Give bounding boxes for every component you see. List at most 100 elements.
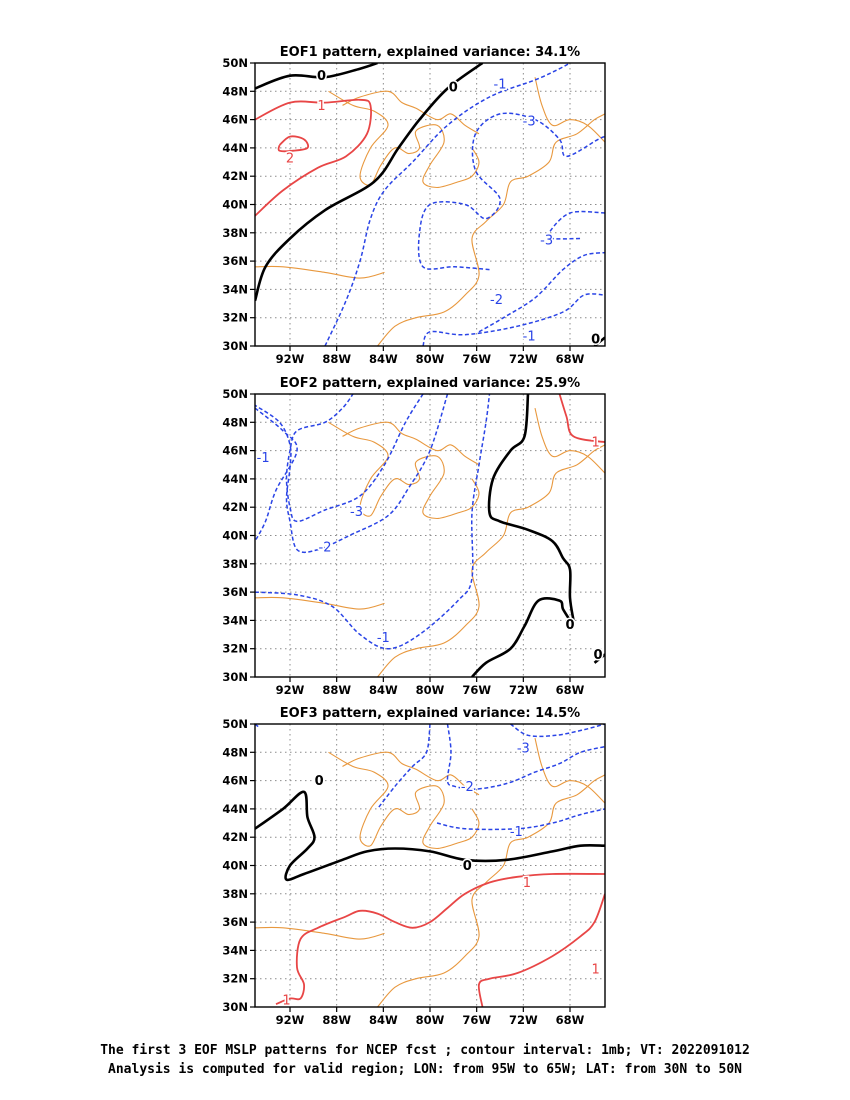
- lon-tick-label: 76W: [462, 1013, 491, 1027]
- contour-label: 1: [592, 436, 600, 451]
- contours: [255, 63, 605, 346]
- lat-tick-label: 46N: [222, 113, 248, 127]
- negative-contour: [446, 724, 605, 790]
- contour-label: 0: [591, 332, 600, 347]
- panel-title: EOF1 pattern, explained variance: 34.1%: [280, 45, 580, 60]
- zero-contour: [471, 597, 572, 677]
- lat-tick-label: 50N: [222, 56, 248, 70]
- lat-tick-label: 38N: [222, 557, 248, 571]
- coastline: [255, 926, 385, 940]
- lat-tick-label: 34N: [222, 613, 248, 627]
- contour-label: 1: [317, 99, 325, 114]
- coastline: [328, 421, 480, 520]
- lat-tick-label: 46N: [222, 444, 248, 458]
- negative-contour: [376, 724, 431, 810]
- contour-label: -1: [510, 825, 523, 840]
- lat-tick-label: 40N: [222, 859, 248, 873]
- lat-tick-label: 34N: [222, 943, 248, 957]
- eof1-panel: EOF1 pattern, explained variance: 34.1% 0…: [222, 45, 606, 366]
- lat-tick-label: 48N: [222, 84, 248, 98]
- lon-tick-label: 80W: [416, 352, 445, 366]
- contour-label: -1: [257, 451, 270, 466]
- panel-title: EOF2 pattern, explained variance: 25.9%: [280, 376, 580, 391]
- lat-tick-label: 44N: [222, 141, 248, 155]
- contour-label: 0: [315, 774, 324, 789]
- lat-tick-label: 36N: [222, 585, 248, 599]
- contour-label: 1: [523, 876, 531, 891]
- lat-tick-label: 42N: [222, 500, 248, 514]
- negative-contour: [546, 210, 605, 240]
- coastline: [342, 751, 480, 796]
- caption-line-2: Analysis is computed for valid region; L…: [108, 1062, 742, 1077]
- negative-contour: [255, 394, 449, 554]
- lon-tick-label: 68W: [556, 1013, 585, 1027]
- negative-contour: [324, 63, 571, 346]
- contour-label: 2: [286, 151, 294, 166]
- zero-contour: [255, 63, 484, 302]
- lon-tick-label: 88W: [322, 352, 351, 366]
- coastline: [534, 737, 605, 804]
- lon-tick-label: 68W: [556, 352, 585, 366]
- contours: [255, 724, 605, 1007]
- lat-tick-label: 30N: [222, 339, 248, 353]
- contour-label: -1: [494, 78, 507, 93]
- eof2-panel: EOF2 pattern, explained variance: 25.9% -…: [222, 376, 606, 697]
- zero-contour: [487, 394, 575, 621]
- contour-label: -3: [517, 742, 530, 757]
- lat-tick-label: 48N: [222, 745, 248, 759]
- coastline: [342, 90, 480, 135]
- contour-label: 0: [593, 648, 602, 663]
- coastlines: [255, 737, 605, 1007]
- negative-contour: [422, 293, 605, 346]
- lat-tick-label: 44N: [222, 472, 248, 486]
- negative-contour: [478, 251, 605, 333]
- caption-line-1: The first 3 EOF MSLP patterns for NCEP f…: [100, 1043, 750, 1058]
- lon-tick-label: 92W: [276, 352, 305, 366]
- coastline: [534, 407, 605, 474]
- contour-label: -2: [461, 780, 474, 795]
- coastline: [342, 421, 480, 466]
- contour-label: -1: [377, 631, 390, 646]
- lat-tick-label: 50N: [222, 717, 248, 731]
- contour-label: 1: [592, 962, 600, 977]
- coastline: [328, 90, 480, 189]
- coastline: [377, 444, 605, 677]
- lat-tick-label: 40N: [222, 198, 248, 212]
- panel-title: EOF3 pattern, explained variance: 14.5%: [280, 706, 580, 721]
- lat-tick-label: 44N: [222, 802, 248, 816]
- lat-tick-label: 32N: [222, 311, 248, 325]
- coastline: [377, 774, 605, 1007]
- lon-tick-label: 88W: [322, 1013, 351, 1027]
- coastline: [377, 113, 605, 346]
- coastline: [255, 265, 385, 279]
- contour-label: 1: [282, 993, 290, 1008]
- lat-tick-label: 40N: [222, 529, 248, 543]
- contour-label: 0: [449, 81, 458, 96]
- negative-contour: [255, 407, 298, 542]
- lon-tick-label: 72W: [509, 1013, 538, 1027]
- coastlines: [255, 77, 605, 346]
- contour-label: -2: [319, 540, 332, 555]
- positive-contour: [277, 135, 310, 153]
- contour-label: -1: [523, 330, 536, 345]
- contour-label: 0: [463, 859, 472, 874]
- negative-contour: [436, 808, 605, 831]
- lat-tick-label: 36N: [222, 915, 248, 929]
- lon-tick-label: 72W: [509, 352, 538, 366]
- negative-contour: [285, 394, 424, 523]
- lon-tick-label: 68W: [556, 683, 585, 697]
- lat-tick-label: 42N: [222, 169, 248, 183]
- coastline: [255, 596, 385, 610]
- negative-contour: [417, 112, 605, 271]
- lon-tick-label: 88W: [322, 683, 351, 697]
- lon-tick-label: 92W: [276, 1013, 305, 1027]
- lon-tick-label: 72W: [509, 683, 538, 697]
- lon-tick-label: 92W: [276, 683, 305, 697]
- negative-contour: [255, 394, 491, 650]
- lon-tick-label: 76W: [462, 683, 491, 697]
- contours: [255, 394, 605, 677]
- lat-tick-label: 46N: [222, 774, 248, 788]
- lat-tick-label: 50N: [222, 387, 248, 401]
- contour-label: 0: [565, 618, 574, 633]
